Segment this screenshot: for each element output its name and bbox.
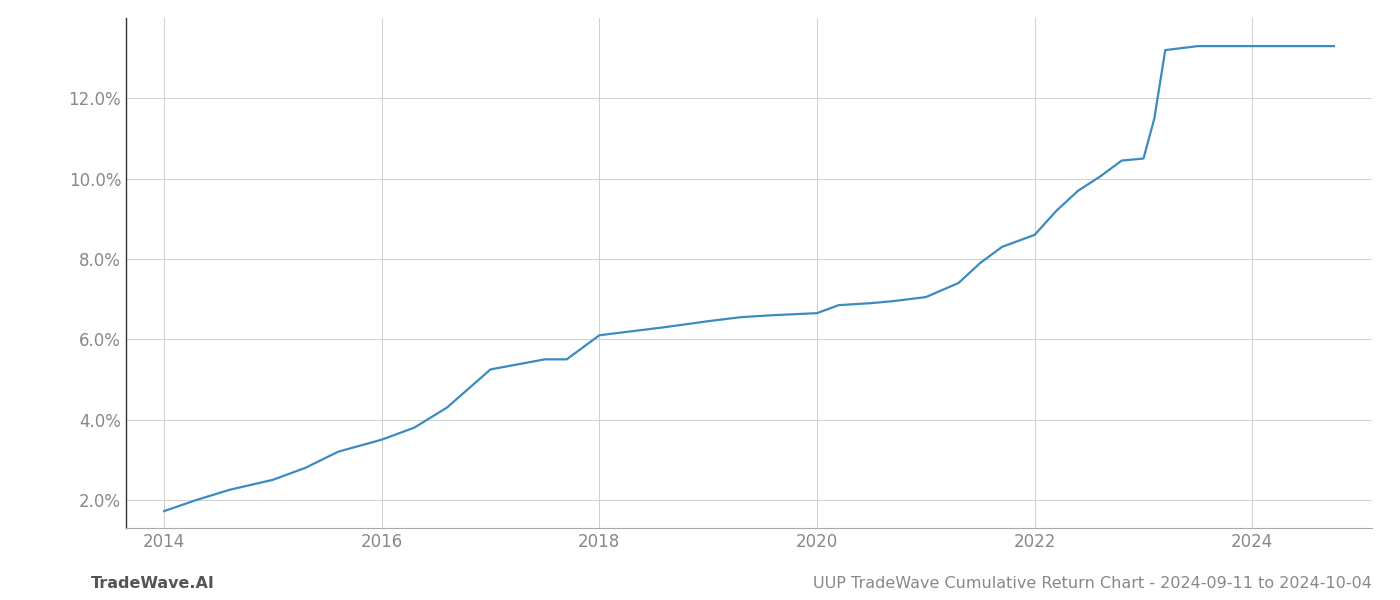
Text: TradeWave.AI: TradeWave.AI	[91, 576, 214, 591]
Text: UUP TradeWave Cumulative Return Chart - 2024-09-11 to 2024-10-04: UUP TradeWave Cumulative Return Chart - …	[813, 576, 1372, 591]
